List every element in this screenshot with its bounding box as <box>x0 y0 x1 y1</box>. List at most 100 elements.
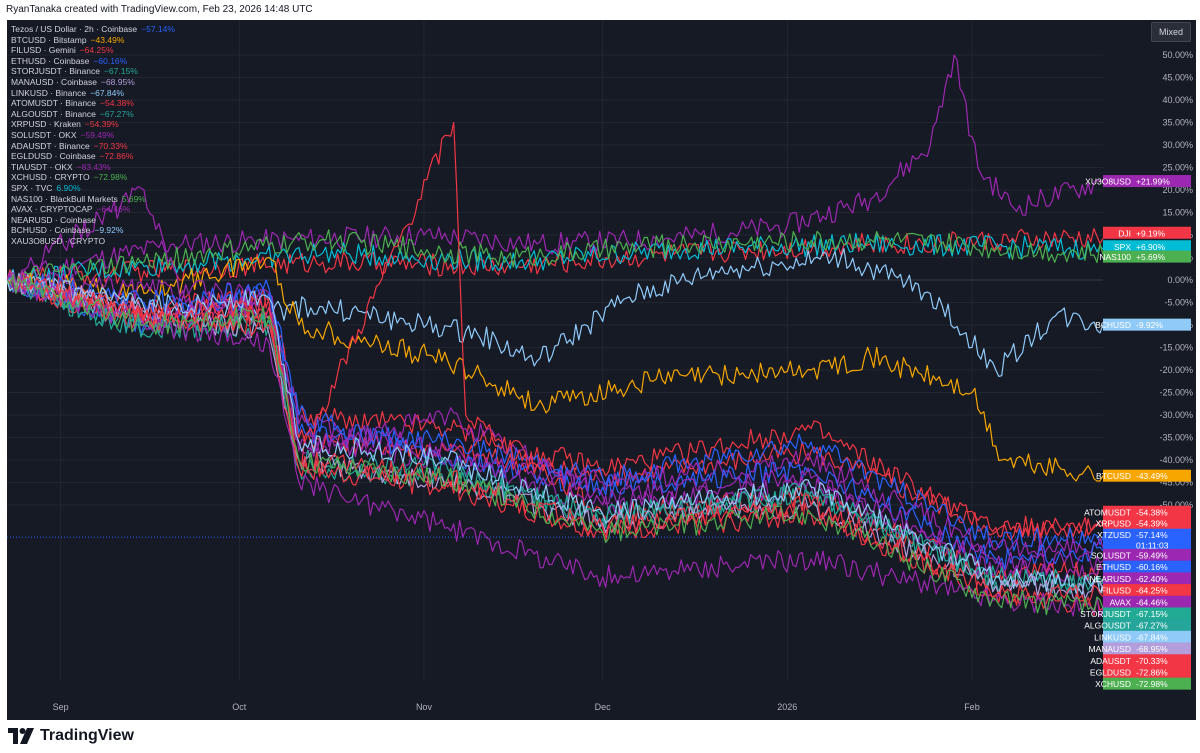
price-label-value-bg <box>1133 226 1191 239</box>
legend-change: −57.14% <box>141 24 175 34</box>
series-line-xchusd <box>7 274 1104 616</box>
legend-item[interactable]: XCHUSD · CRYPTO −72.98% <box>11 172 175 183</box>
legend-item[interactable]: LINKUSD · Binance −67.84% <box>11 88 175 99</box>
legend-item[interactable]: SOLUSDT · OKX −59.49% <box>11 130 175 141</box>
y-tick-label: -50.00% <box>1159 500 1193 510</box>
y-tick-label: 0.00% <box>1167 275 1193 285</box>
price-label: SOLUSDT -59.49% <box>1091 548 1191 561</box>
y-tick-label: 25.00% <box>1162 163 1193 173</box>
price-label-value-bg <box>1133 642 1191 655</box>
price-label-value-bg <box>1133 240 1191 253</box>
price-label-name: FILUSD <box>1101 586 1131 596</box>
legend-item[interactable]: ATOMUSDT · Binance −54.38% <box>11 98 175 109</box>
price-label: BTCUSD -43.49% <box>1096 469 1191 482</box>
legend-item[interactable]: AVAX · CRYPTOCAP −64.46% <box>11 204 175 215</box>
legend-item[interactable]: NAS100 · BlackBull Markets 5.69% <box>11 194 175 205</box>
price-label-name-bg <box>1103 630 1133 643</box>
price-label-value-bg <box>1133 539 1191 552</box>
price-label: NEARUSD -62.40% <box>1089 572 1191 585</box>
y-tick-label: -35.00% <box>1159 433 1193 443</box>
legend-item[interactable]: TIAUSDT · OKX −83.43% <box>11 162 175 173</box>
price-label: AVAX -64.46% <box>1103 595 1191 608</box>
legend-item[interactable]: SPX · TVC 6.90% <box>11 183 175 194</box>
legend-change: −64.46% <box>96 204 131 215</box>
price-label-value: +21.99% <box>1136 177 1170 187</box>
legend-label: NEARUSD · Coinbase <box>11 214 97 225</box>
price-label-value: -72.86% <box>1136 667 1168 677</box>
legend-change: −54.39% <box>84 119 119 130</box>
legend-label: ADAUSDT · Binance <box>11 140 90 151</box>
chart-svg[interactable]: 50.00% 45.00% 40.00% 35.00% 30.00% 25.00% 20.0… <box>7 20 1196 720</box>
legend-label: MANAUSD · Coinbase <box>11 76 97 87</box>
x-tick-label: Feb <box>964 702 980 712</box>
legend-item[interactable]: FILUSD · Gemini −64.25% <box>11 45 175 56</box>
price-label-name-bg <box>1103 584 1133 597</box>
price-label-value: -67.84% <box>1136 632 1168 642</box>
price-label-name-bg <box>1103 642 1133 655</box>
price-label: 01:11:03 <box>1103 539 1191 552</box>
legend-change: −67.15% <box>103 66 138 77</box>
legend-item[interactable]: BTCUSD · Bitstamp −43.49% <box>11 35 175 46</box>
series-line-xu3o8usd <box>7 54 1104 287</box>
y-tick-label: -25.00% <box>1159 388 1193 398</box>
price-label-value: -54.38% <box>1136 507 1168 517</box>
legend-label: LINKUSD · Binance <box>11 87 87 98</box>
legend-change: −54.38% <box>100 98 134 109</box>
price-label-name: XCHUSD <box>1095 679 1131 689</box>
price-label-value-bg <box>1133 595 1191 608</box>
price-label-name-bg <box>1103 469 1133 482</box>
series-line-nearusd <box>7 275 1104 574</box>
price-label: NAS100 +5.69% <box>1099 250 1191 263</box>
legend-item[interactable]: ETHUSD · Coinbase −60.16% <box>11 56 175 67</box>
series-line-btcusd <box>7 256 1104 482</box>
price-label-name-bg <box>1103 548 1133 561</box>
price-label: FILUSD -64.25% <box>1101 584 1191 597</box>
legend-item[interactable]: XRPUSD · Kraken −54.39% <box>11 119 175 130</box>
tradingview-logo[interactable]: TradingView <box>8 725 134 747</box>
price-label-name: ADAUSDT <box>1090 656 1131 666</box>
price-label-value: +6.90% <box>1136 242 1166 252</box>
legend-item[interactable]: BCHUSD · Coinbase −9.92% <box>11 225 175 236</box>
x-tick-label: Sep <box>53 702 69 712</box>
legend-change: −70.33% <box>93 140 128 151</box>
legend-label: ETHUSD · Coinbase <box>11 55 90 66</box>
legend-item[interactable]: XAU3O8USD · CRYPTO <box>11 236 175 247</box>
legend-item[interactable]: EGLDUSD · Coinbase −72.86% <box>11 151 175 162</box>
series-line-spx <box>7 232 1104 291</box>
legend-change: −60.16% <box>93 55 128 66</box>
tradingview-logo-icon <box>8 728 34 744</box>
chart-area[interactable]: 50.00% 45.00% 40.00% 35.00% 30.00% 25.00% 20.0… <box>7 20 1196 720</box>
price-label-name-bg <box>1103 595 1133 608</box>
price-label-value: -70.33% <box>1136 656 1168 666</box>
legend-item[interactable]: Tezos / US Dollar · 2h · Coinbase −57.14% <box>11 24 175 35</box>
price-label-name-bg <box>1103 505 1133 518</box>
y-tick-label: 50.00% <box>1162 50 1193 60</box>
legend-item[interactable]: NEARUSD · Coinbase <box>11 215 175 226</box>
price-label: ADAUSDT -70.33% <box>1090 654 1191 667</box>
series-line-storjusdt <box>7 277 1104 593</box>
scale-mode-button[interactable]: Mixed <box>1151 22 1191 42</box>
legend-item[interactable]: ALGOUSDT · Binance −67.27% <box>11 109 175 120</box>
logo-text: TradingView <box>40 727 134 744</box>
header-bar: RyanTanaka created with TradingView.com,… <box>0 0 1200 20</box>
legend-label: BTCUSD · Bitstamp <box>11 34 87 45</box>
price-label-name-bg <box>1103 517 1133 529</box>
legend-item[interactable]: STORJUSDT · Binance −67.15% <box>11 66 175 77</box>
legend-change: −64.25% <box>79 45 114 56</box>
legend-label: BCHUSD · Coinbase <box>11 225 91 236</box>
price-label-name-bg <box>1103 560 1133 573</box>
series-line-egldusd <box>7 274 1104 616</box>
price-label: ETHUSD -60.16% <box>1096 560 1191 573</box>
y-tick-label: -5.00% <box>1164 298 1193 308</box>
legend-item[interactable]: MANAUSD · Coinbase −68.95% <box>11 77 175 88</box>
price-label: MANAUSD -68.95% <box>1088 642 1191 655</box>
y-tick-label: 15.00% <box>1162 208 1193 218</box>
price-label: ATOMUSDT -54.38% <box>1084 505 1191 518</box>
legend-item[interactable]: ADAUSDT · Binance −70.33% <box>11 141 175 152</box>
price-label-value-bg <box>1133 469 1191 482</box>
price-label-name: BTCUSD <box>1096 471 1131 481</box>
price-label-value: -62.40% <box>1136 574 1168 584</box>
price-label-name-bg <box>1103 539 1133 552</box>
price-label-value: -68.95% <box>1136 644 1168 654</box>
y-tick-label: -15.00% <box>1159 343 1193 353</box>
